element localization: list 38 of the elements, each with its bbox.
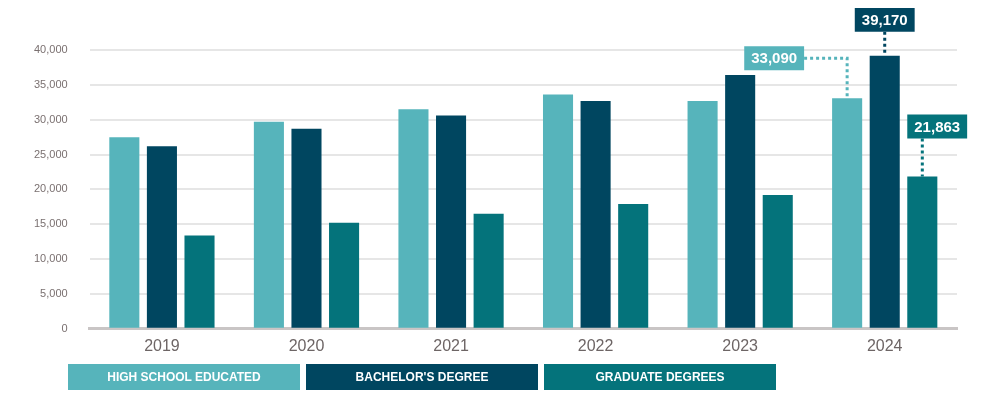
bar (725, 75, 756, 328)
y-tick-label: 35,000 (33, 77, 68, 90)
bar (869, 55, 900, 328)
data-label: 39,170 (861, 10, 908, 28)
text: GRADUATE DEGREES (544, 364, 776, 390)
x-tick-label: 2019 (144, 336, 180, 354)
y-tick-label: 20,000 (33, 182, 68, 195)
bar (580, 100, 611, 328)
bar (436, 115, 467, 328)
data-label: 21,863 (914, 117, 961, 135)
bar (762, 194, 793, 328)
bar (398, 109, 429, 328)
text: HIGH SCHOOL EDUCATED (68, 364, 300, 390)
y-tick-label: 0 (61, 321, 68, 334)
x-tick-label: 2021 (433, 336, 469, 354)
y-tick-label: 10,000 (33, 252, 68, 265)
bar (109, 137, 140, 328)
y-tick-label: 30,000 (33, 112, 68, 125)
y-tick-label: 40,000 (33, 43, 68, 56)
bar (184, 235, 215, 328)
data-label: 33,090 (751, 49, 798, 67)
x-tick-label: 2023 (722, 336, 759, 354)
bar (291, 128, 322, 328)
y-tick-label: 25,000 (33, 147, 68, 160)
x-tick-label: 2020 (288, 336, 325, 354)
bar (542, 94, 574, 328)
bar (146, 146, 177, 328)
bar (832, 98, 863, 328)
text: BACHELOR'S DEGREE (306, 364, 538, 390)
y-tick-label: 5,000 (40, 286, 68, 299)
bar (687, 100, 718, 328)
bar (618, 204, 649, 328)
bar (473, 213, 504, 328)
y-tick-label: 15,000 (33, 217, 68, 230)
x-tick-label: 2024 (866, 336, 903, 354)
bar (329, 222, 360, 328)
x-tick-label: 2022 (577, 336, 614, 354)
bar (253, 121, 284, 328)
